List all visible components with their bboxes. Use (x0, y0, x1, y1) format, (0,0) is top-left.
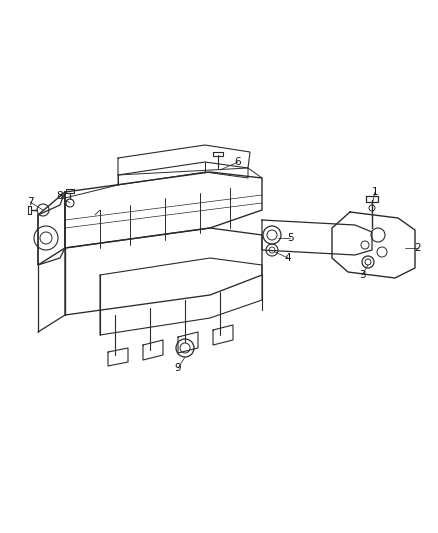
Text: 9: 9 (175, 363, 181, 373)
Text: 4: 4 (285, 253, 291, 263)
Text: 8: 8 (57, 191, 64, 201)
Text: 5: 5 (287, 233, 293, 243)
Text: 6: 6 (235, 157, 241, 167)
Text: 1: 1 (372, 187, 378, 197)
Text: 2: 2 (415, 243, 421, 253)
Text: 7: 7 (27, 197, 33, 207)
Text: 3: 3 (359, 270, 365, 280)
